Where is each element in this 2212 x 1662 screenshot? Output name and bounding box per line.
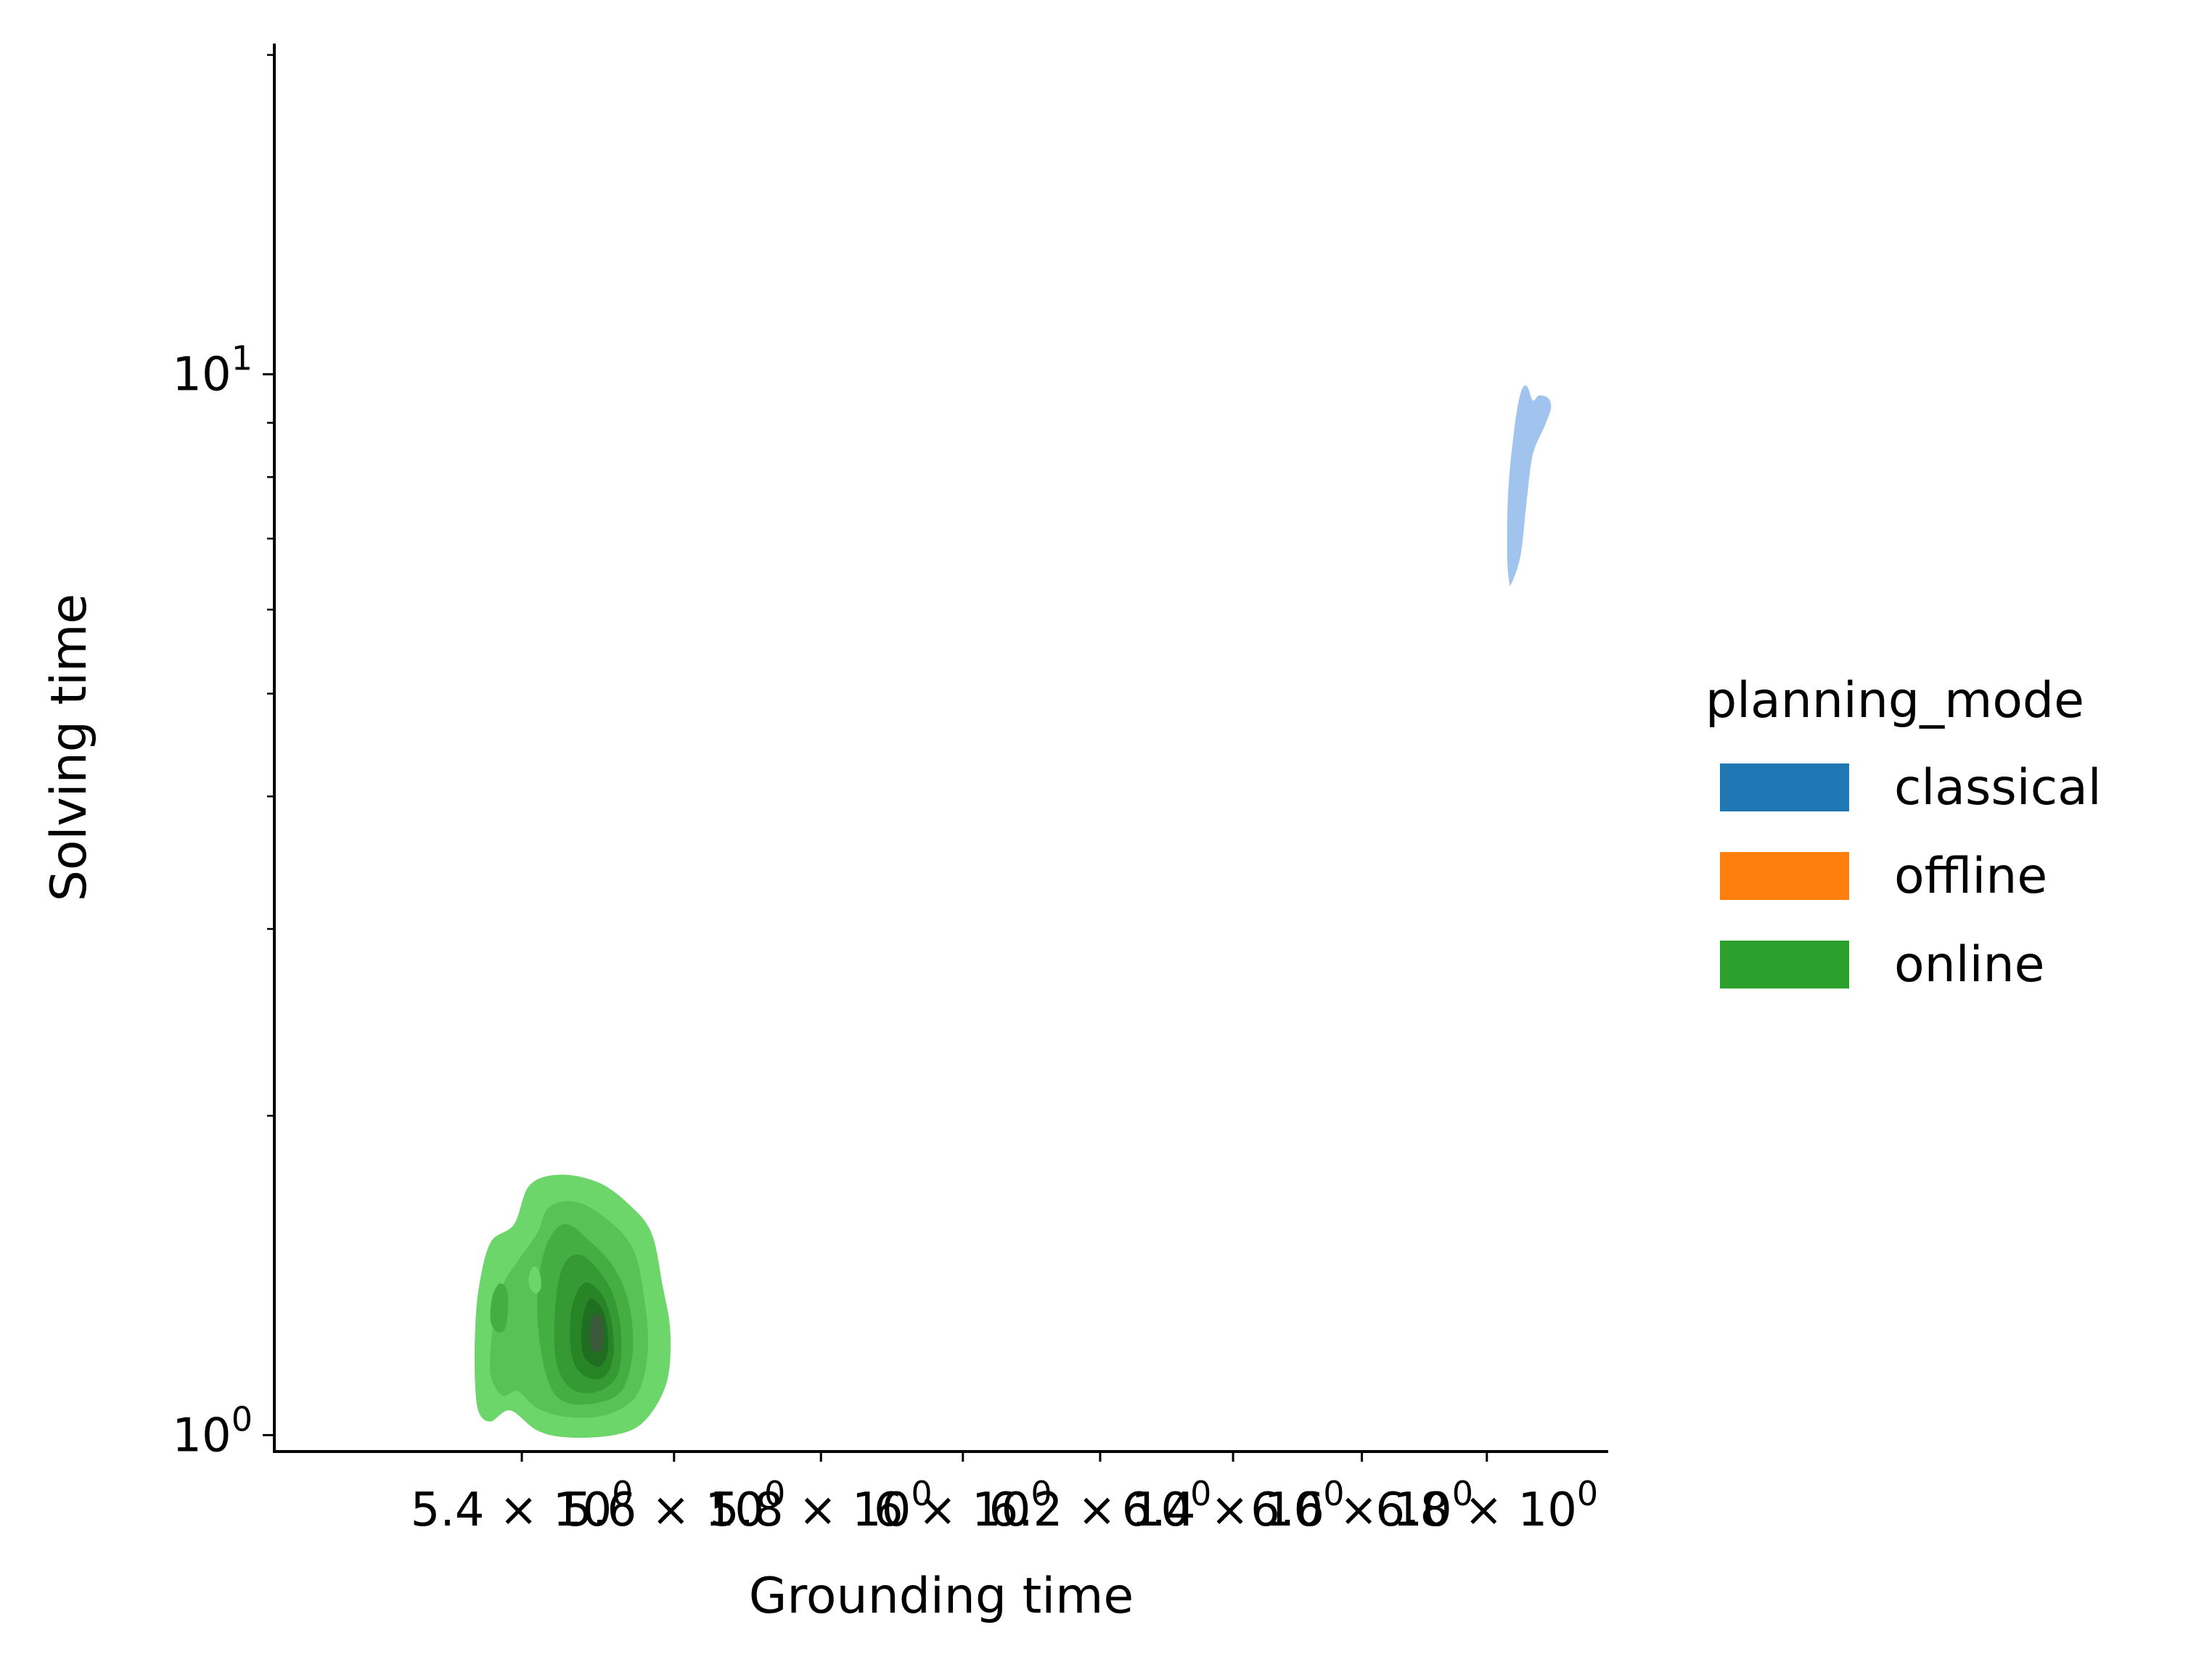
series-classical [1507, 385, 1552, 586]
series-online [474, 1174, 671, 1438]
legend-label-classical: classical [1894, 759, 2102, 816]
density-contours [474, 385, 1552, 1438]
legend-title: planning_mode [1705, 672, 2084, 729]
x-tick-label: 5.4 × 100 [411, 1474, 634, 1537]
legend-entry-classical: classical [1720, 759, 2102, 816]
legend-label-offline: offline [1894, 848, 2047, 905]
legend-swatch-offline [1720, 852, 1849, 900]
online-density-level-7 [528, 1266, 541, 1294]
y-axis-title: Solving time [41, 594, 98, 901]
online-density-level-6 [589, 1313, 605, 1352]
x-tick-label: 5.6 × 100 [562, 1474, 785, 1537]
y-tick-label: 100 [172, 1399, 253, 1462]
x-tick-label: 5.8 × 100 [710, 1474, 933, 1537]
classical-density-level-0 [1507, 385, 1552, 586]
x-tick-label: 6.6 × 100 [1250, 1474, 1473, 1537]
legend-swatch-online [1720, 941, 1849, 988]
legend-entry-online: online [1720, 936, 2044, 994]
x-tick-label: 6.2 × 100 [989, 1474, 1212, 1537]
legend: planning_mode classical offline online [1705, 672, 2102, 994]
x-tick-label: 6 × 100 [874, 1474, 1052, 1537]
y-axis-ticks: 100 101 [172, 54, 274, 1462]
online-density-level-8 [490, 1283, 509, 1333]
x-tick-label: 6.8 × 100 [1375, 1474, 1598, 1537]
legend-entry-offline: offline [1720, 848, 2047, 905]
x-tick-label: 6.4 × 100 [1122, 1474, 1345, 1537]
legend-swatch-classical [1720, 764, 1849, 811]
y-tick-label: 101 [172, 339, 253, 402]
legend-label-online: online [1894, 936, 2044, 994]
x-axis-title: Grounding time [749, 1568, 1134, 1625]
